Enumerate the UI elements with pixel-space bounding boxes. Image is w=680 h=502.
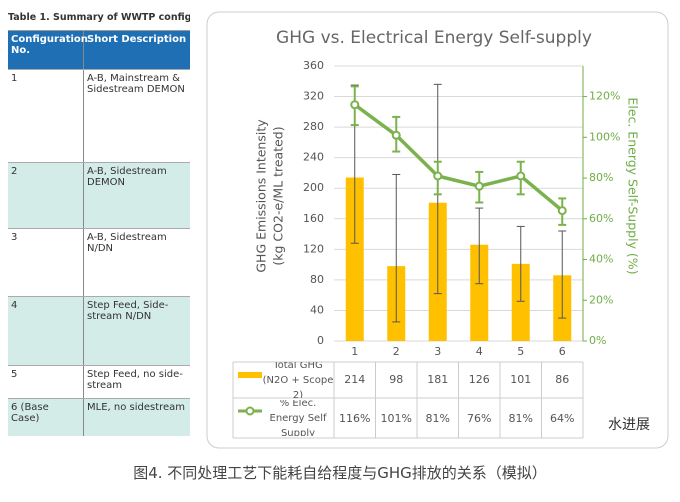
y2-tick-label: 80% bbox=[589, 171, 613, 184]
y-axis-label: (kg CO2-e/ML treated) bbox=[271, 126, 286, 265]
data-label: 86 bbox=[555, 373, 569, 386]
table-header: Configuration No. Short Description bbox=[8, 31, 190, 70]
data-label: 214 bbox=[344, 373, 365, 386]
legend-text: Total GHG (N2O + Scope 2) bbox=[262, 362, 334, 398]
x-tick-label: 3 bbox=[434, 345, 441, 358]
table-cell: A-B, Sidestream N/DN bbox=[87, 232, 167, 254]
bar bbox=[511, 263, 530, 341]
table-row: 2 A-B, Sidestream DEMON bbox=[8, 163, 190, 229]
y-tick-label: 320 bbox=[303, 90, 324, 103]
line-marker bbox=[350, 100, 360, 110]
line-marker bbox=[516, 171, 526, 181]
y-tick-label: 280 bbox=[303, 120, 324, 133]
data-label: 101% bbox=[381, 412, 412, 425]
x-tick-label: 5 bbox=[517, 345, 524, 358]
table-row: 3 A-B, Sidestream N/DN bbox=[8, 229, 190, 297]
data-label: 116% bbox=[339, 412, 370, 425]
data-label: 64% bbox=[550, 412, 574, 425]
header-cell: Configuration No. bbox=[8, 31, 88, 69]
bar bbox=[345, 177, 364, 341]
y2-tick-label: 20% bbox=[589, 293, 613, 306]
header-cell: Short Description bbox=[87, 34, 187, 45]
table-row: 4 Step Feed, Side-stream N/DN bbox=[8, 297, 190, 366]
table-cell: Step Feed, no side-stream bbox=[87, 369, 183, 391]
y-tick-label: 0 bbox=[317, 334, 324, 347]
y2-tick-label: 0% bbox=[589, 334, 606, 347]
table-cell: A-B, Mainstream & Sidestream DEMON bbox=[87, 73, 185, 95]
table-cell: 1 bbox=[8, 70, 84, 162]
y-tick-label: 160 bbox=[303, 212, 324, 225]
legend-marker bbox=[245, 406, 255, 416]
line-marker bbox=[391, 130, 401, 140]
caption: 图4. 不同处理工艺下能耗自给程度与GHG排放的关系（模拟） bbox=[133, 464, 547, 482]
x-tick-label: 4 bbox=[476, 345, 483, 358]
y-tick-label: 40 bbox=[310, 303, 324, 316]
line-marker bbox=[433, 171, 443, 181]
table-cell: 6 (Base Case) bbox=[8, 399, 84, 436]
data-label: 101 bbox=[510, 373, 531, 386]
bar bbox=[470, 244, 489, 341]
data-label: 181 bbox=[427, 373, 448, 386]
y-tick-label: 120 bbox=[303, 242, 324, 255]
data-label: 81% bbox=[509, 412, 533, 425]
config-table: Table 1. Summary of WWTP configu Configu… bbox=[8, 8, 190, 436]
chart-title: GHG vs. Electrical Energy Self-supply bbox=[276, 28, 592, 48]
y-tick-label: 80 bbox=[310, 273, 324, 286]
y2-tick-label: 100% bbox=[589, 130, 620, 143]
table-row: 6 (Base Case) MLE, no sidestream bbox=[8, 399, 190, 436]
line-marker bbox=[474, 181, 484, 191]
x-tick-label: 2 bbox=[393, 345, 400, 358]
table-cell: Step Feed, Side-stream N/DN bbox=[87, 300, 169, 322]
line-marker bbox=[557, 206, 567, 216]
chart: GHG vs. Electrical Energy Self-supply GH… bbox=[206, 11, 669, 449]
y-tick-label: 240 bbox=[303, 151, 324, 164]
legend-label: % Elec. Energy Self Supply bbox=[269, 400, 327, 436]
table-cell: 5 bbox=[8, 366, 84, 398]
y2-tick-label: 60% bbox=[589, 212, 613, 225]
data-label: 98 bbox=[389, 373, 403, 386]
data-label: 81% bbox=[426, 412, 450, 425]
y2-axis-label: Elec. Energy Self-Supply (%) bbox=[626, 97, 641, 274]
y-tick-label: 200 bbox=[303, 181, 324, 194]
table-title: Table 1. Summary of WWTP configu bbox=[8, 8, 190, 31]
table-cell: A-B, Sidestream DEMON bbox=[87, 166, 167, 188]
line bbox=[353, 103, 564, 212]
y2-tick-label: 40% bbox=[589, 253, 613, 266]
x-tick-label: 6 bbox=[559, 345, 566, 358]
legend-swatch bbox=[238, 372, 262, 378]
table-row: 5 Step Feed, no side-stream bbox=[8, 366, 190, 399]
y2-tick-label: 120% bbox=[589, 90, 620, 103]
watermark: 水进展 bbox=[608, 417, 650, 433]
data-label: 126 bbox=[469, 373, 490, 386]
table-row: 1 A-B, Mainstream & Sidestream DEMON bbox=[8, 70, 190, 163]
legend-label: Total GHG (N2O + Scope 2) bbox=[262, 362, 334, 398]
table-cell: 3 bbox=[8, 229, 84, 296]
legend-text: % Elec. Energy Self Supply bbox=[269, 400, 327, 436]
y-tick-label: 360 bbox=[303, 59, 324, 72]
data-label: 76% bbox=[467, 412, 491, 425]
table-cell: MLE, no sidestream bbox=[87, 402, 186, 413]
table-cell: 2 bbox=[8, 163, 84, 228]
x-tick-label: 1 bbox=[351, 345, 358, 358]
y-axis-label: GHG Emissions Intensity bbox=[254, 119, 269, 273]
table-cell: 4 bbox=[8, 297, 84, 365]
